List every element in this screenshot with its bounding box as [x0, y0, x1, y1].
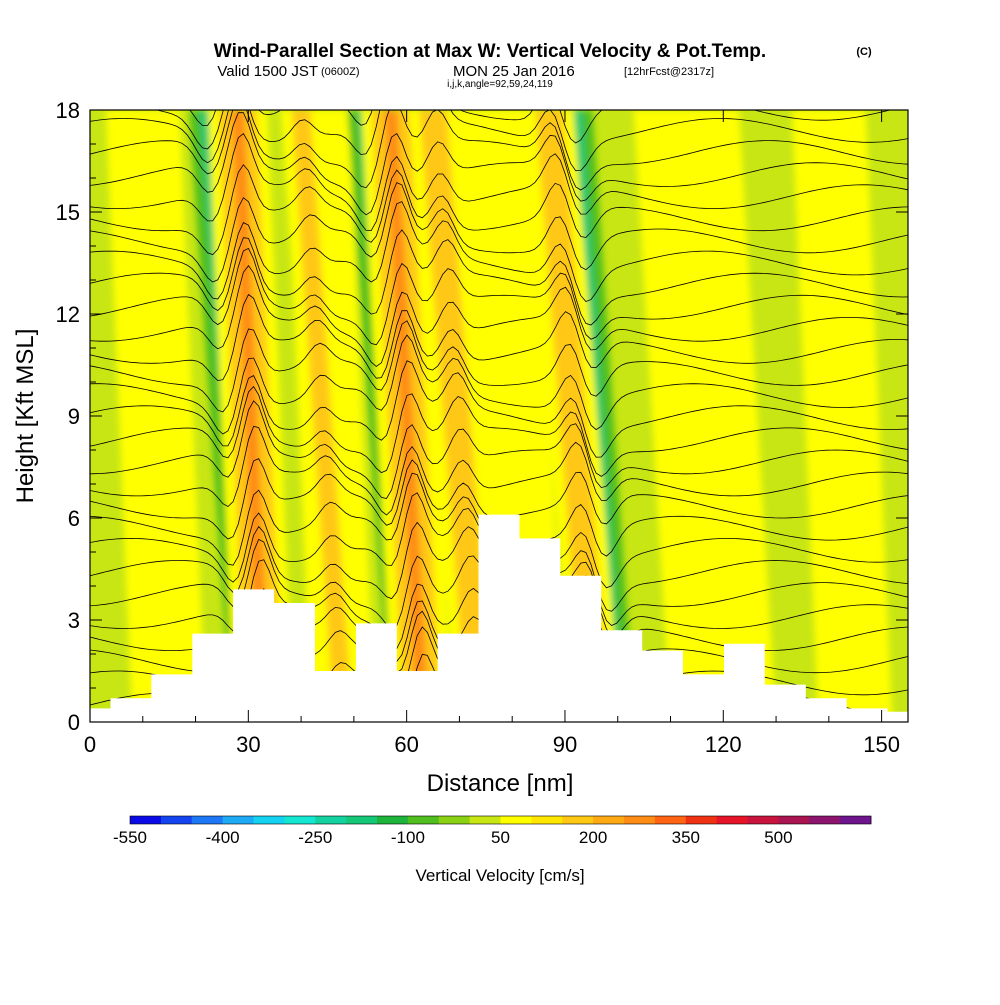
- colorbar-swatch: [562, 816, 594, 824]
- colorbar-swatch: [654, 816, 687, 824]
- colorbar-swatch: [284, 816, 316, 824]
- valid-date: MON 25 Jan 2016: [453, 63, 575, 80]
- y-tick-label: 9: [68, 404, 80, 429]
- x-tick-label: 120: [705, 732, 742, 757]
- forecast-tag: [12hrFcst@2317z]: [624, 66, 714, 78]
- x-tick-label: 150: [863, 732, 900, 757]
- isentrope-line: [90, 334, 908, 435]
- colorbar-tick-label: 350: [672, 828, 700, 847]
- updraft-band-core: [419, 110, 495, 722]
- isentrope-line: [90, 247, 908, 346]
- weak-ascent-region: [791, 110, 893, 722]
- colorbar-swatch: [191, 816, 224, 824]
- colorbar-swatch: [716, 816, 748, 824]
- isentrope-line: [90, 132, 908, 232]
- colorbar-swatch: [469, 816, 501, 824]
- colorbar-swatch: [685, 816, 718, 824]
- colorbar-swatch: [624, 816, 656, 824]
- weak-ascent-region: [105, 110, 207, 722]
- colorbar-swatch: [809, 816, 841, 824]
- x-tick-label: 90: [553, 732, 577, 757]
- terrain: [90, 514, 908, 722]
- y-tick-label: 12: [56, 302, 80, 327]
- colorbar: [129, 815, 872, 825]
- colorbar-tick-label: -550: [113, 828, 147, 847]
- updraft-band-core: [291, 110, 353, 722]
- isentrope-line: [90, 229, 908, 326]
- isentrope-line: [90, 110, 908, 191]
- colorbar-swatch: [593, 816, 625, 824]
- isentrope-line: [90, 360, 908, 458]
- isentrope-line: [90, 164, 908, 256]
- isentrope-line: [155, 110, 892, 150]
- updraft-band-core: [535, 110, 611, 722]
- colorbar-swatch: [222, 816, 254, 824]
- updraft-peak: [384, 110, 429, 722]
- colorbar-swatch: [407, 816, 440, 824]
- y-axis: 0 3 6 9 12 15 18: [56, 98, 908, 735]
- colorbar-tick-label: -400: [206, 828, 240, 847]
- colorbar-tick-label: 500: [764, 828, 792, 847]
- isentrope-line: [90, 112, 908, 216]
- x-tick-label: 30: [236, 732, 260, 757]
- colorbar-swatch: [130, 816, 162, 824]
- colorbar-swatch: [747, 816, 779, 824]
- colorbar-swatch: [500, 816, 532, 824]
- colorbar-tick-label: -100: [391, 828, 425, 847]
- isentrope-line: [90, 400, 908, 499]
- chart-title: Wind-Parallel Section at Max W: Vertical…: [214, 41, 766, 62]
- y-axis-label: Height [Kft MSL]: [12, 329, 39, 504]
- weak-ascent-region: [633, 110, 777, 722]
- colorbar-swatch: [253, 816, 285, 824]
- y-tick-label: 6: [68, 506, 80, 531]
- colorbar-label: Vertical Velocity [cm/s]: [415, 866, 584, 885]
- isentrope-line: [90, 265, 908, 368]
- y-tick-label: 15: [56, 200, 80, 225]
- colorbar-swatch: [531, 816, 563, 824]
- y-tick-label: 18: [56, 98, 80, 123]
- updraft-peak: [231, 110, 271, 722]
- colorbar-tick-label: -250: [298, 828, 332, 847]
- isentrope-line: [90, 182, 908, 283]
- colorbar-swatch: [315, 816, 347, 824]
- x-tick-label: 60: [394, 732, 418, 757]
- isentrope-line: [90, 201, 908, 302]
- y-tick-label: 0: [68, 710, 80, 735]
- colorbar-ticks: -550 -400 -250 -100 50 200 350 500: [113, 828, 793, 847]
- x-axis-label: Distance [nm]: [427, 770, 574, 797]
- copyright-mark: (C): [856, 46, 872, 58]
- isentrope-line: [90, 425, 908, 516]
- colorbar-frame: [129, 815, 872, 825]
- isentrope-line: [90, 320, 908, 413]
- x-tick-label: 0: [84, 732, 96, 757]
- colorbar-swatch: [438, 816, 471, 824]
- colorbar-swatch: [346, 816, 378, 824]
- isentrope-line: [90, 293, 908, 382]
- colorbar-swatch: [840, 816, 872, 824]
- valid-time: Valid 1500 JST: [217, 63, 318, 80]
- x-axis: 0 30 60 90 120 150: [84, 110, 900, 757]
- colorbar-swatch: [778, 816, 810, 824]
- valid-utc: (0600Z): [321, 66, 360, 78]
- y-tick-label: 3: [68, 608, 80, 633]
- colorbar-tick-label: 200: [579, 828, 607, 847]
- isentrope-line: [90, 385, 908, 477]
- colorbar-tick-label: 50: [491, 828, 510, 847]
- colorbar-swatch: [160, 816, 193, 824]
- grid-indices: i,j,k,angle=92,59,24,119: [447, 79, 553, 90]
- isentrope-line: [90, 110, 908, 172]
- colorbar-swatch: [377, 816, 409, 824]
- plot-area: [90, 110, 908, 722]
